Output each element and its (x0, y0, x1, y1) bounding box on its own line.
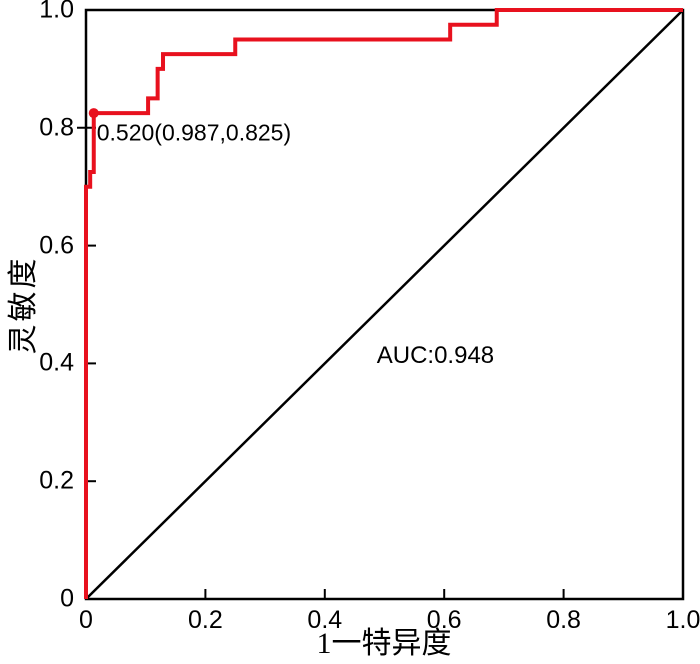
x-tick-label: 0.8 (546, 606, 581, 634)
x-tick-label: 0.2 (188, 606, 223, 634)
x-axis-title: 1一特异度 (316, 627, 452, 660)
auc-annotation: AUC:0.948 (376, 341, 495, 369)
y-tick-label: 0 (60, 584, 74, 613)
reference-diagonal-line (85, 9, 684, 600)
y-tick-label: 0.2 (39, 466, 74, 495)
x-tick-label: 1.0 (665, 606, 700, 634)
y-tick-label: 0.4 (39, 348, 74, 377)
roc-curve-line (84, 8, 683, 599)
x-tick-label: 0.6 (426, 606, 462, 634)
y-axis-title: 灵敏度 (7, 255, 40, 355)
cutoff-point-marker (88, 108, 99, 119)
cutoff-annotation: 0.520(0.987,0.825) (96, 119, 292, 145)
x-tick-label: 0 (79, 606, 93, 634)
y-tick-label: 1.0 (39, 0, 74, 24)
y-tick-label: 0.8 (39, 113, 74, 142)
y-tick-label: 0.6 (39, 231, 74, 260)
x-tick-label: 0.4 (307, 606, 343, 634)
